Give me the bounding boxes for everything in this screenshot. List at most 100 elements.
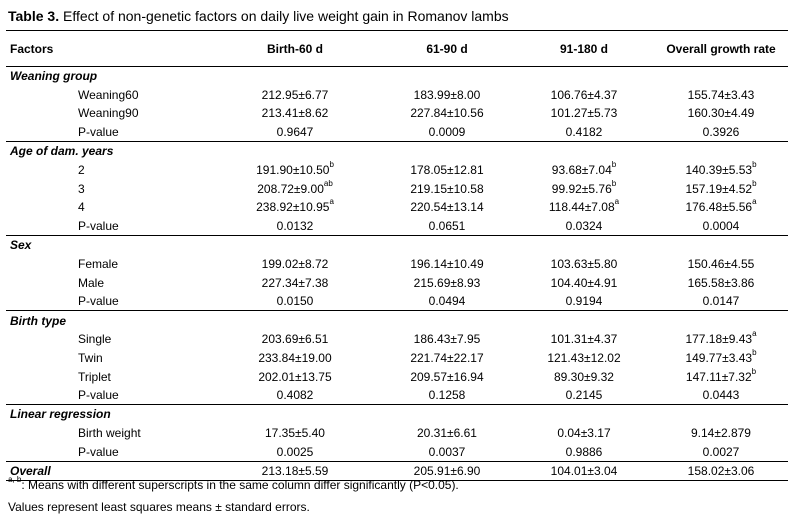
cell-value: 238.92±10.95 <box>256 200 330 215</box>
cell-value: 20.31±6.61 <box>417 426 477 441</box>
footnote-significance-text: : Means with different superscripts in t… <box>21 478 459 492</box>
cell-value: 106.76±4.37 <box>550 87 618 102</box>
cell-value: 213.41±8.62 <box>261 106 329 121</box>
table-cell: 0.0150 <box>210 292 380 311</box>
table-cell: 93.68±7.04b <box>514 160 654 179</box>
column-header-factors: Factors <box>6 30 210 67</box>
cell-value: 0.9194 <box>565 294 603 309</box>
cell-value: 118.44±7.08 <box>548 200 615 215</box>
cell-value: 93.68±7.04 <box>551 162 612 177</box>
table-cell: 99.92±5.76b <box>514 179 654 198</box>
table-row: Single 203.69±6.51 186.43±7.95 101.31±4.37 1… <box>6 330 788 349</box>
row-label: P-value <box>78 294 119 309</box>
cell-value: 0.3926 <box>702 125 740 140</box>
cell-value: 208.72±9.00 <box>257 181 324 196</box>
table-row: P-value 0.9647 0.0009 0.4182 0.3926 <box>6 123 788 142</box>
cell-value: 176.48±5.56 <box>685 200 753 215</box>
cell-value: 0.9886 <box>565 444 603 459</box>
table-row: 4 238.92±10.95a 220.54±13.14 118.44±7.08a 17… <box>6 198 788 217</box>
table-cell: 20.31±6.61 <box>380 424 514 443</box>
table-cell: 203.69±6.51 <box>210 330 380 349</box>
table-cell: 221.74±22.17 <box>380 348 514 367</box>
table-cell: 238.92±10.95a <box>210 198 380 217</box>
table-cell: 177.18±9.43a <box>654 330 788 349</box>
table-cell: 196.14±10.49 <box>380 254 514 273</box>
table-cell: 178.05±12.81 <box>380 160 514 179</box>
row-label: 3 <box>78 181 85 196</box>
cell-value: 178.05±12.81 <box>410 162 484 177</box>
group-name: Linear regression <box>6 404 788 424</box>
table-cell: 208.72±9.00ab <box>210 179 380 198</box>
table-cell: 103.63±5.80 <box>514 254 654 273</box>
cell-value: 177.18±9.43 <box>685 332 753 347</box>
table-caption: Table 3. Effect of non-genetic factors o… <box>8 8 509 24</box>
cell-value: 196.14±10.49 <box>410 256 484 271</box>
cell-value: 183.99±8.00 <box>413 87 481 102</box>
table-cell: 89.30±9.32 <box>514 367 654 386</box>
cell-value: 0.0651 <box>428 219 466 234</box>
table-cell: 155.74±3.43 <box>654 85 788 104</box>
row-label: Single <box>78 332 112 347</box>
table-row: P-value 0.0150 0.0494 0.9194 0.0147 <box>6 292 788 311</box>
cell-superscript: b <box>611 178 617 188</box>
overall-row: Overall 213.18±5.59 205.91±6.90 104.01±3.04… <box>6 460 788 481</box>
table-cell: 183.99±8.00 <box>380 85 514 104</box>
table-cell: 140.39±5.53b <box>654 160 788 179</box>
group-name: Weaning group <box>6 66 788 86</box>
table-row: P-value 0.0025 0.0037 0.9886 0.0027 <box>6 442 788 461</box>
cell-value: 0.0147 <box>702 294 740 309</box>
cell-value: 0.0037 <box>428 444 466 459</box>
table-body: Weaning group Weaning60 212.95±6.77 183.99±… <box>6 66 788 481</box>
cell-value: 219.15±10.58 <box>410 181 484 196</box>
table-cell: 0.0494 <box>380 292 514 311</box>
table-row: Birth weight 17.35±5.40 20.31±6.61 0.04±3.1… <box>6 424 788 443</box>
cell-superscript: a <box>752 197 757 207</box>
table-cell: 209.57±16.94 <box>380 367 514 386</box>
cell-superscript: b <box>752 178 757 188</box>
table-cell: 9.14±2.879 <box>654 424 788 443</box>
row-label: Weaning60 <box>78 87 139 102</box>
table-cell: 165.58±3.86 <box>654 273 788 292</box>
row-label: P-value <box>78 125 119 140</box>
group-name: Birth type <box>6 310 788 330</box>
footnote-values: Values represent least squares means ± s… <box>8 500 310 514</box>
cell-value: 0.0132 <box>276 219 314 234</box>
cell-value: 0.4082 <box>276 388 314 403</box>
cell-value: 0.2145 <box>565 388 603 403</box>
cell-value: 99.92±5.76 <box>551 181 612 196</box>
table-cell: 0.0132 <box>210 217 380 236</box>
cell-value: 157.19±4.52 <box>685 181 753 196</box>
cell-value: 0.04±3.17 <box>557 426 611 441</box>
cell-value: 215.69±8.93 <box>413 275 481 290</box>
cell-superscript: a <box>752 329 757 339</box>
table-cell: 149.77±3.43b <box>654 348 788 367</box>
table-row: P-value 0.0132 0.0651 0.0324 0.0004 <box>6 217 788 236</box>
cell-value: 149.77±3.43 <box>685 350 753 365</box>
table-row: Weaning60 212.95±6.77 183.99±8.00 106.76±4.… <box>6 85 788 104</box>
table-row: P-value 0.4082 0.1258 0.2145 0.0443 <box>6 386 788 405</box>
row-label: P-value <box>78 219 119 234</box>
cell-value: 0.0004 <box>702 219 740 234</box>
row-label: 2 <box>78 162 85 177</box>
row-label: P-value <box>78 444 119 459</box>
cell-superscript: a <box>329 197 334 207</box>
table-cell: 0.9647 <box>210 123 380 142</box>
table-caption-text: Effect of non-genetic factors on daily l… <box>59 8 509 24</box>
table-cell: 186.43±7.95 <box>380 330 514 349</box>
table-cell: 219.15±10.58 <box>380 179 514 198</box>
group-header-row: Sex <box>6 235 788 255</box>
group-name: Age of dam. years <box>6 141 788 161</box>
table-cell: 215.69±8.93 <box>380 273 514 292</box>
table-cell: 160.30±4.49 <box>654 104 788 123</box>
results-table-container: Factors Birth-60 d 61-90 d 91-180 d Over… <box>6 30 788 481</box>
cell-value: 0.0009 <box>428 125 466 140</box>
cell-value: 155.74±3.43 <box>687 87 755 102</box>
group-header-row: Birth type <box>6 310 788 330</box>
table-cell: 0.3926 <box>654 123 788 142</box>
overall-cell: 104.01±3.04 <box>514 460 654 481</box>
cell-value: 0.0324 <box>565 219 603 234</box>
table-cell: 17.35±5.40 <box>210 424 380 443</box>
table-cell: 0.0004 <box>654 217 788 236</box>
table-row: Female 199.02±8.72 196.14±10.49 103.63±5.80… <box>6 254 788 273</box>
table-cell: 0.0037 <box>380 442 514 461</box>
